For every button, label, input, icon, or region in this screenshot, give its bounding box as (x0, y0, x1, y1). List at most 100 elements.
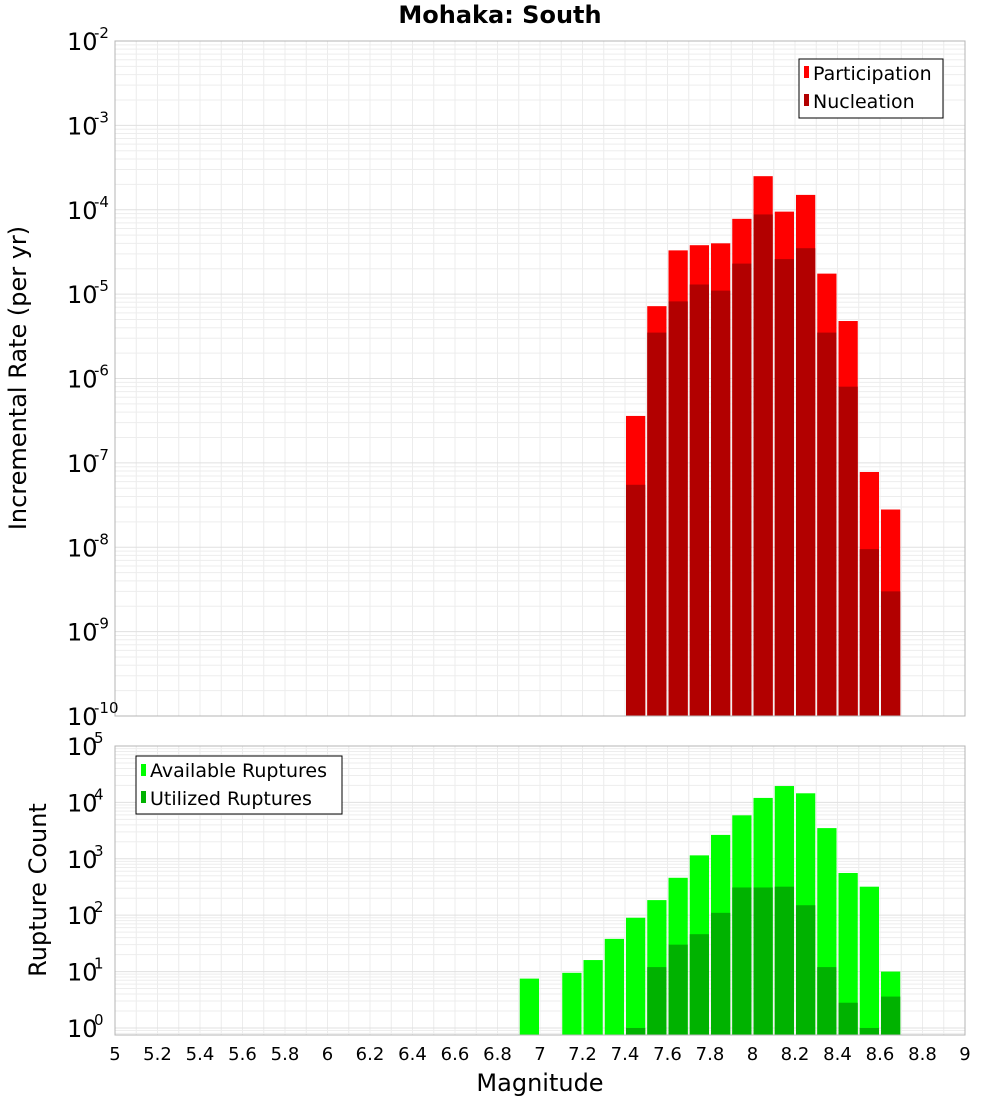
y-tick-label: 10-3 (67, 108, 109, 140)
legend-label-nucleation: Nucleation (813, 91, 915, 113)
y-tick-exponent: 3 (94, 842, 104, 860)
y-tick-label: 103 (67, 842, 104, 874)
y-tick-label: 10-4 (67, 193, 109, 225)
y-tick-label: 10-6 (67, 362, 109, 394)
bar (859, 1027, 879, 1035)
y-tick-base: 10 (67, 112, 98, 140)
x-tick-label: 8.4 (823, 1044, 852, 1065)
x-tick-label: 8.8 (908, 1044, 937, 1065)
legend-swatch-nucleation (804, 94, 809, 106)
bar (647, 967, 667, 1035)
y-tick-exponent: -6 (94, 362, 109, 380)
y-tick-exponent: -8 (94, 530, 109, 548)
legend-label-utilized: Utilized Ruptures (150, 788, 312, 810)
legend-label-participation: Participation (813, 63, 932, 85)
bar (753, 214, 773, 717)
y-tick-exponent: 4 (94, 785, 104, 803)
y-tick-exponent: 2 (94, 898, 104, 916)
bottom-y-axis-label: Rupture Count (24, 803, 52, 977)
series-utilized-ruptures (626, 886, 901, 1035)
y-tick-label: 10-10 (67, 699, 119, 731)
x-tick-label: 6.8 (483, 1044, 512, 1065)
x-tick-label: 5 (109, 1044, 120, 1065)
plot-frame (114, 40, 966, 717)
bar (711, 290, 731, 716)
y-tick-base: 10 (67, 366, 98, 394)
x-tick-label: 5.6 (228, 1044, 257, 1065)
y-tick-label: 10-5 (67, 277, 109, 309)
x-tick-label: 8 (747, 1044, 758, 1065)
bar (859, 886, 879, 1035)
bar (817, 967, 837, 1035)
bar (838, 386, 858, 716)
x-tick-label: 8.2 (781, 1044, 810, 1065)
x-axis-label: Magnitude (476, 1069, 603, 1097)
legend-swatch-participation (804, 66, 809, 78)
y-tick-label: 100 (67, 1011, 104, 1043)
y-tick-label: 10-8 (67, 530, 109, 562)
bar (817, 332, 837, 716)
y-tick-exponent: 0 (94, 1011, 104, 1029)
x-tick-label: 6.4 (398, 1044, 427, 1065)
top-y-axis-label: Incremental Rate (per yr) (4, 226, 32, 530)
bar (753, 887, 773, 1035)
bar (732, 263, 752, 716)
legend-swatch-available (141, 764, 146, 776)
x-tick-label: 6.6 (441, 1044, 470, 1065)
series-nucleation (626, 214, 901, 717)
x-tick-label: 6.2 (356, 1044, 385, 1065)
bar (881, 591, 901, 716)
x-tick-label: 7.4 (611, 1044, 640, 1065)
bar (626, 1027, 646, 1035)
x-tick-label: 5.2 (143, 1044, 172, 1065)
bar (774, 259, 794, 716)
x-tick-label: 5.4 (186, 1044, 215, 1065)
y-tick-exponent: -10 (94, 699, 119, 717)
bar (711, 912, 731, 1035)
y-tick-base: 10 (67, 959, 98, 987)
bar (668, 301, 688, 716)
x-tick-label: 9 (959, 1044, 970, 1065)
y-tick-base: 10 (67, 450, 98, 478)
y-tick-label: 104 (67, 785, 104, 817)
bar (604, 938, 624, 1035)
y-tick-exponent: -5 (94, 277, 109, 295)
bar (689, 934, 709, 1035)
grid (114, 40, 966, 717)
legend-frame (135, 755, 343, 815)
y-tick-exponent: -9 (94, 615, 109, 633)
y-tick-base: 10 (67, 281, 98, 309)
y-tick-base: 10 (67, 846, 98, 874)
rupture-legend: Available Ruptures Utilized Ruptures (135, 755, 343, 815)
x-tick-label: 6 (322, 1044, 333, 1065)
y-tick-base: 10 (67, 703, 98, 731)
legend-swatch-utilized (141, 791, 146, 803)
legend-label-available: Available Ruptures (150, 760, 327, 782)
y-tick-label: 10-9 (67, 615, 109, 647)
y-tick-label: 105 (67, 729, 104, 761)
bar (796, 248, 816, 717)
y-tick-base: 10 (67, 619, 98, 647)
y-tick-exponent: 1 (94, 955, 104, 973)
x-tick-label: 7.2 (568, 1044, 597, 1065)
bar (732, 887, 752, 1035)
y-tick-label: 10-7 (67, 446, 109, 478)
bar (647, 332, 667, 716)
bar (689, 284, 709, 716)
bar (796, 905, 816, 1035)
y-tick-base: 10 (67, 28, 98, 56)
bar (519, 978, 539, 1035)
bar (838, 872, 858, 1035)
y-tick-base: 10 (67, 1015, 98, 1043)
bar (838, 1002, 858, 1035)
y-tick-exponent: 5 (94, 729, 104, 747)
y-tick-label: 101 (67, 955, 104, 987)
y-tick-base: 10 (67, 902, 98, 930)
y-tick-exponent: -7 (94, 446, 109, 464)
y-tick-label: 10-2 (67, 24, 109, 56)
bar (583, 960, 603, 1035)
bar (881, 996, 901, 1035)
bar (626, 484, 646, 716)
y-tick-exponent: -4 (94, 193, 109, 211)
y-tick-base: 10 (67, 789, 98, 817)
